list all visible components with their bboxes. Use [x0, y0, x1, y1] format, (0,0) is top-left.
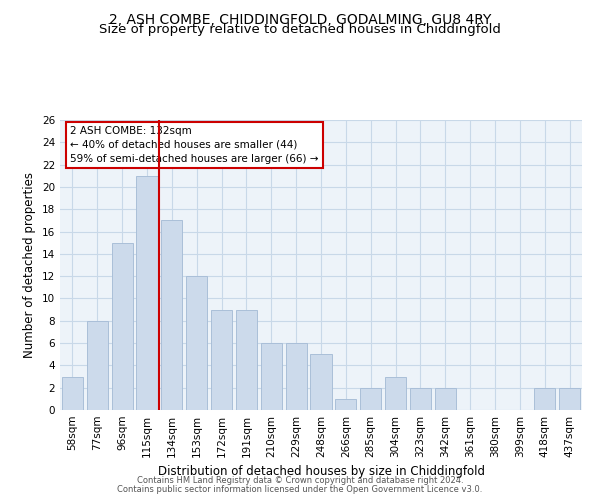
Text: 2 ASH COMBE: 132sqm
← 40% of detached houses are smaller (44)
59% of semi-detach: 2 ASH COMBE: 132sqm ← 40% of detached ho…: [70, 126, 319, 164]
Bar: [136, 176, 158, 410]
Bar: [360, 388, 381, 410]
Text: Contains HM Land Registry data © Crown copyright and database right 2024.: Contains HM Land Registry data © Crown c…: [137, 476, 463, 485]
Bar: [310, 354, 332, 410]
Bar: [410, 388, 431, 410]
Bar: [62, 376, 83, 410]
Bar: [385, 376, 406, 410]
Bar: [335, 399, 356, 410]
Bar: [534, 388, 555, 410]
Bar: [87, 321, 108, 410]
Bar: [286, 343, 307, 410]
Bar: [112, 242, 133, 410]
Text: Contains public sector information licensed under the Open Government Licence v3: Contains public sector information licen…: [118, 485, 482, 494]
Bar: [161, 220, 182, 410]
Bar: [186, 276, 207, 410]
Bar: [559, 388, 580, 410]
Text: 2, ASH COMBE, CHIDDINGFOLD, GODALMING, GU8 4RY: 2, ASH COMBE, CHIDDINGFOLD, GODALMING, G…: [109, 12, 491, 26]
Bar: [236, 310, 257, 410]
X-axis label: Distribution of detached houses by size in Chiddingfold: Distribution of detached houses by size …: [157, 466, 485, 478]
Bar: [435, 388, 456, 410]
Bar: [211, 310, 232, 410]
Text: Size of property relative to detached houses in Chiddingfold: Size of property relative to detached ho…: [99, 22, 501, 36]
Bar: [261, 343, 282, 410]
Y-axis label: Number of detached properties: Number of detached properties: [23, 172, 37, 358]
